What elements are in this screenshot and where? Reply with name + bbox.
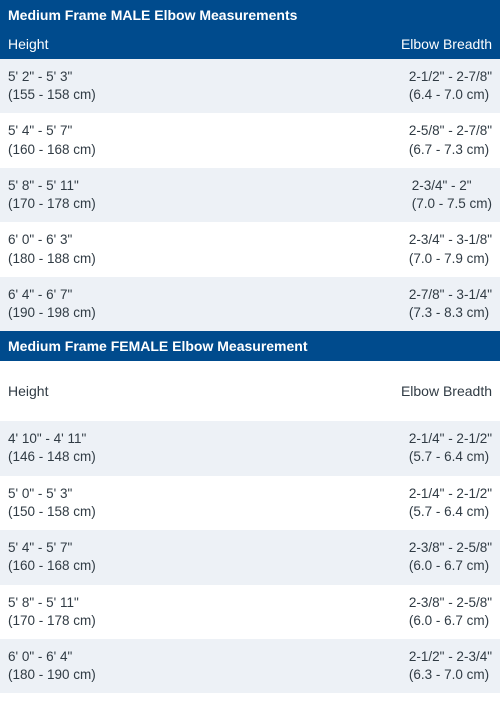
female-elbow-metric: (6.0 - 6.7 cm): [409, 557, 492, 575]
male-elbow-cell: 2-3/4" - 3-1/8"(7.0 - 7.9 cm): [409, 231, 492, 267]
male-col-height: Height: [8, 36, 48, 52]
female-header-row: Height Elbow Breadth: [0, 361, 500, 421]
male-height-metric: (190 - 198 cm): [8, 304, 96, 322]
male-height-cell: 6' 0" - 6' 3"(180 - 188 cm): [8, 231, 96, 267]
male-height-imperial: 5' 8" - 5' 11": [8, 177, 96, 195]
male-height-imperial: 5' 2" - 5' 3": [8, 68, 96, 86]
male-elbow-imperial: 2-1/2" - 2-7/8": [409, 68, 492, 86]
female-height-metric: (146 - 148 cm): [8, 448, 96, 466]
male-elbow-imperial: 2-7/8" - 3-1/4": [409, 286, 492, 304]
male-table: Medium Frame MALE Elbow Measurements Hei…: [0, 0, 500, 331]
male-elbow-cell: 2-1/2" - 2-7/8"(6.4 - 7.0 cm): [409, 68, 492, 104]
female-height-cell: 5' 8" - 5' 11"(170 - 178 cm): [8, 594, 96, 630]
female-title: Medium Frame FEMALE Elbow Measurement: [0, 331, 500, 361]
male-elbow-metric: (7.0 - 7.5 cm): [412, 195, 492, 213]
female-col-elbow: Elbow Breadth: [401, 383, 492, 399]
male-height-imperial: 5' 4" - 5' 7": [8, 122, 96, 140]
male-height-metric: (180 - 188 cm): [8, 250, 96, 268]
male-header-row: Height Elbow Breadth: [0, 30, 500, 59]
male-elbow-cell: 2-3/4" - 2"(7.0 - 7.5 cm): [412, 177, 492, 213]
male-elbow-metric: (6.4 - 7.0 cm): [409, 86, 492, 104]
female-elbow-cell: 2-3/8" - 2-5/8"(6.0 - 6.7 cm): [409, 539, 492, 575]
female-height-imperial: 5' 0" - 5' 3": [8, 485, 96, 503]
male-height-metric: (155 - 158 cm): [8, 86, 96, 104]
male-height-imperial: 6' 0" - 6' 3": [8, 231, 96, 249]
female-table: Medium Frame FEMALE Elbow Measurement He…: [0, 331, 500, 693]
male-elbow-imperial: 2-5/8" - 2-7/8": [409, 122, 492, 140]
male-elbow-metric: (7.3 - 8.3 cm): [409, 304, 492, 322]
female-height-imperial: 4' 10" - 4' 11": [8, 430, 96, 448]
male-elbow-cell: 2-7/8" - 3-1/4"(7.3 - 8.3 cm): [409, 286, 492, 322]
male-height-cell: 5' 4" - 5' 7"(160 - 168 cm): [8, 122, 96, 158]
male-row: 5' 2" - 5' 3"(155 - 158 cm) 2-1/2" - 2-7/…: [0, 59, 500, 113]
female-height-metric: (180 - 190 cm): [8, 666, 96, 684]
female-height-metric: (150 - 158 cm): [8, 503, 96, 521]
female-height-cell: 5' 0" - 5' 3"(150 - 158 cm): [8, 485, 96, 521]
female-height-imperial: 5' 8" - 5' 11": [8, 594, 96, 612]
female-height-imperial: 6' 0" - 6' 4": [8, 648, 96, 666]
male-elbow-imperial: 2-3/4" - 2": [412, 177, 492, 195]
female-row: 6' 0" - 6' 4"(180 - 190 cm) 2-1/2" - 2-3/…: [0, 639, 500, 693]
male-row: 5' 8" - 5' 11"(170 - 178 cm)2-3/4" - 2"(…: [0, 168, 500, 222]
male-col-elbow: Elbow Breadth: [401, 36, 492, 52]
female-col-height: Height: [8, 383, 48, 399]
male-height-cell: 5' 8" - 5' 11"(170 - 178 cm): [8, 177, 96, 213]
female-rows: 4' 10" - 4' 11"(146 - 148 cm) 2-1/4" - 2-…: [0, 421, 500, 693]
female-height-cell: 4' 10" - 4' 11"(146 - 148 cm): [8, 430, 96, 466]
female-row: 5' 8" - 5' 11"(170 - 178 cm) 2-3/8" - 2-5…: [0, 585, 500, 639]
female-elbow-cell: 2-1/4" - 2-1/2"(5.7 - 6.4 cm): [409, 485, 492, 521]
female-elbow-metric: (5.7 - 6.4 cm): [409, 503, 492, 521]
male-elbow-imperial: 2-3/4" - 3-1/8": [409, 231, 492, 249]
male-height-imperial: 6' 4" - 6' 7": [8, 286, 96, 304]
female-height-cell: 6' 0" - 6' 4"(180 - 190 cm): [8, 648, 96, 684]
female-height-metric: (170 - 178 cm): [8, 612, 96, 630]
male-row: 6' 4" - 6' 7"(190 - 198 cm) 2-7/8" - 3-1/…: [0, 277, 500, 331]
female-elbow-imperial: 2-3/8" - 2-5/8": [409, 539, 492, 557]
female-elbow-imperial: 2-3/8" - 2-5/8": [409, 594, 492, 612]
male-elbow-cell: 2-5/8" - 2-7/8"(6.7 - 7.3 cm): [409, 122, 492, 158]
male-rows: 5' 2" - 5' 3"(155 - 158 cm) 2-1/2" - 2-7/…: [0, 59, 500, 331]
female-elbow-metric: (5.7 - 6.4 cm): [409, 448, 492, 466]
female-elbow-imperial: 2-1/4" - 2-1/2": [409, 485, 492, 503]
male-height-metric: (160 - 168 cm): [8, 141, 96, 159]
female-elbow-cell: 2-3/8" - 2-5/8"(6.0 - 6.7 cm): [409, 594, 492, 630]
male-height-cell: 6' 4" - 6' 7"(190 - 198 cm): [8, 286, 96, 322]
female-elbow-cell: 2-1/4" - 2-1/2"(5.7 - 6.4 cm): [409, 430, 492, 466]
female-height-metric: (160 - 168 cm): [8, 557, 96, 575]
male-height-cell: 5' 2" - 5' 3"(155 - 158 cm): [8, 68, 96, 104]
male-elbow-metric: (6.7 - 7.3 cm): [409, 141, 492, 159]
female-height-cell: 5' 4" - 5' 7"(160 - 168 cm): [8, 539, 96, 575]
male-height-metric: (170 - 178 cm): [8, 195, 96, 213]
female-elbow-metric: (6.3 - 7.0 cm): [409, 666, 492, 684]
male-title: Medium Frame MALE Elbow Measurements: [0, 0, 500, 30]
male-row: 6' 0" - 6' 3"(180 - 188 cm) 2-3/4" - 3-1/…: [0, 222, 500, 276]
female-height-imperial: 5' 4" - 5' 7": [8, 539, 96, 557]
female-row: 5' 0" - 5' 3"(150 - 158 cm) 2-1/4" - 2-1/…: [0, 476, 500, 530]
female-elbow-cell: 2-1/2" - 2-3/4"(6.3 - 7.0 cm): [409, 648, 492, 684]
male-elbow-metric: (7.0 - 7.9 cm): [409, 250, 492, 268]
female-elbow-metric: (6.0 - 6.7 cm): [409, 612, 492, 630]
female-row: 5' 4" - 5' 7"(160 - 168 cm) 2-3/8" - 2-5/…: [0, 530, 500, 584]
female-elbow-imperial: 2-1/2" - 2-3/4": [409, 648, 492, 666]
male-row: 5' 4" - 5' 7"(160 - 168 cm) 2-5/8" - 2-7/…: [0, 113, 500, 167]
female-row: 4' 10" - 4' 11"(146 - 148 cm) 2-1/4" - 2-…: [0, 421, 500, 475]
female-elbow-imperial: 2-1/4" - 2-1/2": [409, 430, 492, 448]
